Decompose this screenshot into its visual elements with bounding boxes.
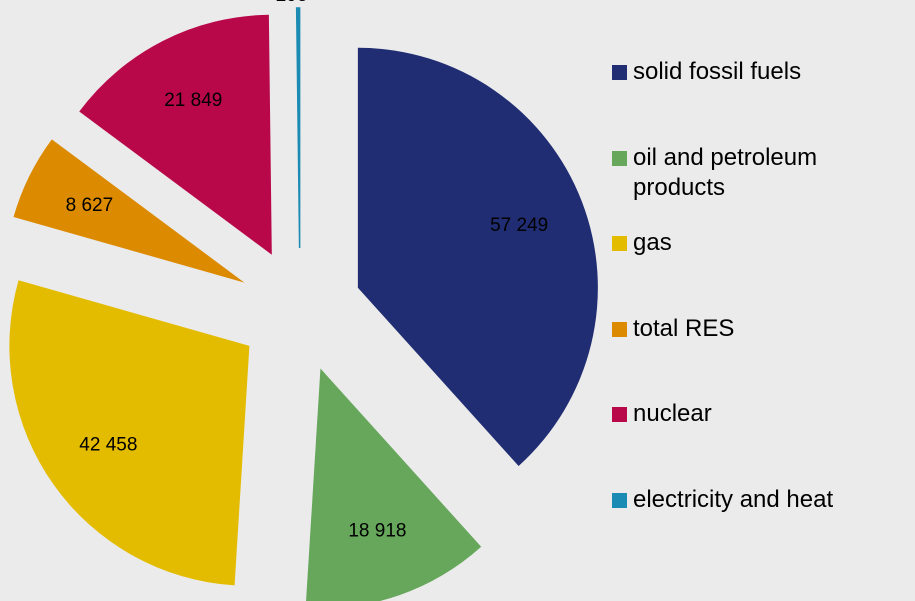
- legend-item: oil and petroleum products: [612, 143, 897, 203]
- data-label: 42 458: [79, 435, 137, 456]
- legend-label: nuclear: [633, 400, 712, 427]
- pie-slice: [357, 47, 598, 466]
- data-label: 8 627: [66, 195, 114, 216]
- pie-slice: [13, 139, 245, 283]
- pie-slice: [306, 368, 482, 601]
- legend-label: gas: [633, 229, 672, 256]
- data-label: 57 249: [490, 215, 548, 236]
- data-label: 21 849: [164, 90, 222, 111]
- legend-item: gas: [612, 228, 897, 258]
- legend-label: total RES: [633, 314, 735, 342]
- legend-item: total RES: [612, 314, 897, 344]
- pie-slice: [79, 14, 272, 255]
- legend-swatch: [612, 407, 627, 422]
- legend-swatch: [612, 236, 627, 251]
- legend-item: solid fossil fuels: [612, 57, 897, 87]
- data-label: 18 918: [348, 521, 406, 542]
- legend-swatch: [612, 492, 627, 508]
- legend-swatch: [612, 150, 627, 166]
- legend-label: oil and petroleum products: [633, 143, 818, 201]
- legend-swatch: [612, 321, 627, 337]
- legend-item: electricity and heat: [612, 485, 897, 515]
- data-label: 293: [276, 0, 308, 6]
- legend-item: nuclear: [612, 399, 897, 429]
- legend-swatch: [612, 65, 627, 80]
- pie-slice: [295, 7, 301, 249]
- pie-slice: [9, 280, 250, 586]
- legend-label: electricity and heat: [633, 485, 834, 513]
- legend-label: solid fossil fuels: [633, 58, 802, 85]
